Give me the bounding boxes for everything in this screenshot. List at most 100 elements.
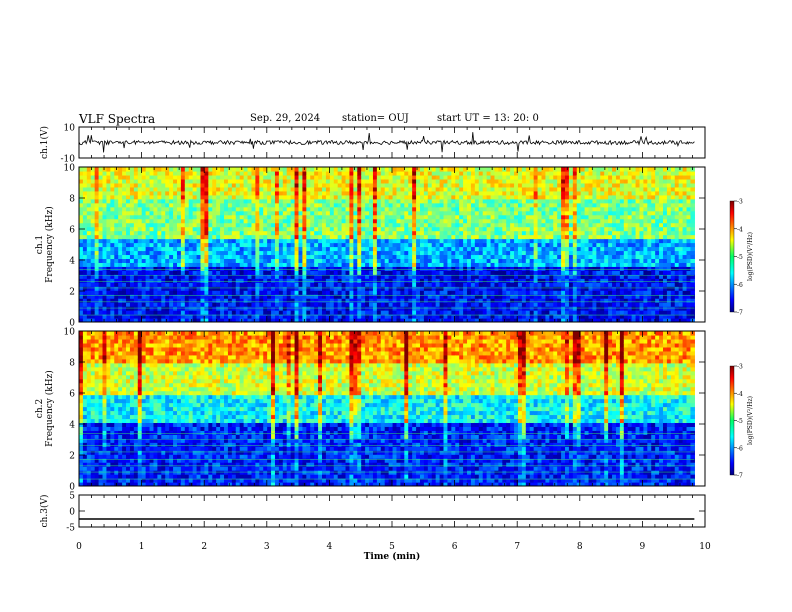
- spectrogram-cell: [490, 186, 496, 192]
- spectrogram-cell: [82, 178, 88, 184]
- spectrogram-cell: [122, 314, 127, 319]
- spectrogram-cell: [349, 170, 354, 176]
- spectrogram-cell: [310, 174, 315, 180]
- spectrogram-cell: [94, 194, 100, 200]
- spectrogram-cell: [541, 230, 547, 236]
- spectrogram-cell: [184, 222, 190, 228]
- spectrogram-cell: [506, 182, 511, 188]
- spectrogram-cell: [263, 274, 268, 279]
- spectrogram-cell: [474, 174, 480, 180]
- spectrogram-cell: [459, 186, 464, 192]
- spectrogram-cell: [447, 214, 452, 220]
- spectrogram-cell: [204, 230, 209, 236]
- spectrogram-cell: [86, 178, 92, 184]
- spectrogram-cell: [208, 186, 213, 192]
- spectrogram-cell: [455, 306, 460, 311]
- spectrogram-cell: [98, 258, 104, 263]
- spectrogram-cell: [463, 182, 468, 188]
- spectrogram-cell: [98, 266, 104, 271]
- spectrogram-cell: [302, 278, 307, 283]
- spectrogram-cell: [165, 258, 170, 263]
- spectrogram-cell: [267, 190, 272, 196]
- spectrogram-cell: [396, 306, 401, 311]
- spectrogram-cell: [306, 190, 311, 196]
- spectrogram-cell: [137, 286, 143, 291]
- spectrogram-cell: [90, 290, 96, 295]
- spectrogram-cell: [525, 238, 531, 244]
- spectrogram-cell: [443, 306, 449, 311]
- spectrogram-cell: [267, 214, 272, 220]
- spectrogram-cell: [557, 206, 562, 212]
- spectrogram-cell: [400, 194, 405, 200]
- spectrogram-cell: [106, 246, 111, 252]
- spectrogram-cell: [423, 222, 429, 228]
- spectrogram-cell: [290, 282, 296, 287]
- spectrogram-cell: [549, 214, 554, 220]
- spectrogram-cell: [549, 226, 554, 232]
- spectrogram-cell: [208, 250, 213, 256]
- spectrogram-cell: [369, 186, 374, 192]
- spectrogram-cell: [322, 198, 327, 204]
- spectrogram-cell: [247, 318, 253, 322]
- spectrogram-cell: [184, 298, 190, 303]
- spectrogram-cell: [153, 210, 158, 216]
- spectrogram-cell: [510, 302, 515, 307]
- spectrogram-cell: [204, 262, 209, 267]
- spectrogram-cell: [278, 258, 284, 263]
- spectrogram-cell: [553, 238, 558, 244]
- spectrogram-cell: [169, 190, 174, 196]
- spectrogram-cell: [537, 202, 543, 208]
- spectrogram-cell: [494, 186, 499, 192]
- spectrogram-cell: [325, 170, 331, 176]
- spectrogram-cell: [553, 186, 558, 192]
- spectrogram-cell: [459, 282, 464, 287]
- spectrogram-cell: [365, 310, 370, 315]
- spectrogram-cell: [259, 218, 264, 224]
- spectrogram-cell: [455, 206, 460, 212]
- spectrogram-cell: [361, 178, 366, 184]
- spectrogram-cell: [94, 167, 100, 172]
- spectrogram-cell: [533, 242, 539, 248]
- spectrogram-cell: [98, 250, 104, 256]
- spectrogram-cell: [525, 302, 531, 307]
- spectrogram-cell: [251, 238, 256, 244]
- spectrogram-cell: [384, 310, 390, 315]
- spectrogram-cell: [251, 190, 256, 196]
- spectrogram-cell: [180, 222, 186, 228]
- spectrogram-cell: [463, 186, 468, 192]
- spectrogram-cell: [514, 167, 519, 172]
- spectrogram-cell: [149, 274, 155, 279]
- spectrogram-cell: [122, 218, 127, 224]
- spectrogram-cell: [208, 210, 213, 216]
- spectrogram-cell: [490, 290, 496, 295]
- spectrogram-cell: [341, 214, 347, 220]
- spectrogram-cell: [294, 318, 300, 322]
- spectrogram-cell: [545, 194, 550, 200]
- spectrogram-cell: [122, 202, 127, 208]
- spectrogram-cell: [180, 266, 186, 271]
- spectrogram-cell: [290, 230, 296, 236]
- spectrogram-cell: [137, 170, 143, 176]
- spectrogram-cell: [188, 190, 194, 196]
- spectrogram-cell: [561, 278, 566, 283]
- spectrogram-cell: [306, 226, 311, 232]
- spectrogram-cell: [173, 206, 178, 212]
- spectrogram-cell: [318, 310, 323, 315]
- spectrogram-cell: [510, 282, 515, 287]
- spectrogram-cell: [161, 314, 166, 319]
- spectrogram-cell: [263, 298, 268, 303]
- spectrogram-cell: [208, 278, 213, 283]
- spectrogram-cell: [278, 250, 284, 256]
- spectrogram-cell: [423, 306, 429, 311]
- spectrogram-cell: [447, 262, 452, 267]
- spectrogram-cell: [82, 270, 88, 275]
- spectrogram-cell: [184, 170, 190, 176]
- spectrogram-cell: [239, 250, 245, 256]
- spectrogram-cell: [216, 266, 221, 271]
- spectrogram-cell: [498, 278, 503, 283]
- spectrogram-cell: [416, 294, 421, 299]
- spectrogram-cell: [455, 266, 460, 271]
- spectrogram-cell: [274, 186, 280, 192]
- spectrogram-cell: [220, 167, 225, 172]
- spectrogram-cell: [423, 254, 429, 260]
